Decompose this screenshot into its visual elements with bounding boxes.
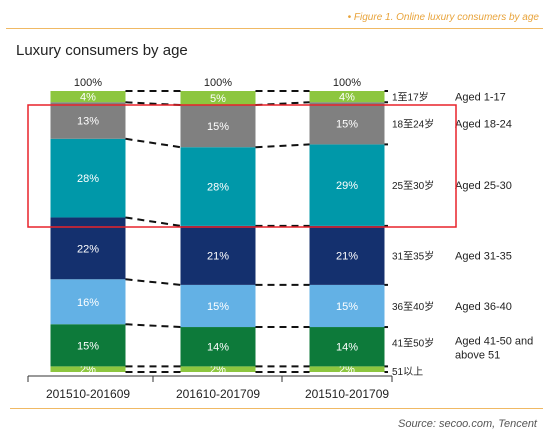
header-divider	[6, 28, 543, 29]
bar-segment	[50, 138, 126, 218]
source-note: Source: secoo.com, Tencent	[397, 418, 537, 430]
connector-line	[125, 101, 181, 107]
legend-cn-label: 18至24岁	[392, 117, 434, 130]
data-label: 15%	[77, 340, 99, 352]
data-label: 2%	[80, 364, 96, 376]
bar-segment	[50, 324, 126, 367]
bar-segment	[180, 105, 256, 148]
legend-cn-label: 31至35岁	[392, 249, 434, 262]
legend-en-label: above 51	[455, 350, 500, 362]
data-label: 14%	[336, 342, 358, 354]
x-tick-label: 201610-201709	[176, 387, 260, 401]
bar-segment	[50, 217, 126, 280]
bar-segment	[309, 102, 385, 145]
bar-segment	[180, 327, 256, 367]
legend-cn-label: 25至30岁	[392, 179, 434, 192]
legend-cn-label: 51以上	[392, 366, 423, 378]
data-label: 15%	[207, 121, 229, 133]
data-label: 2%	[210, 364, 226, 376]
legend-cn-label: 36至40岁	[392, 300, 434, 313]
data-label: 2%	[339, 364, 355, 376]
legend-en-label: Aged 36-40	[455, 301, 512, 313]
legend-cn-label: 1至17岁	[392, 91, 429, 104]
bar-segment	[180, 225, 256, 285]
total-label: 100%	[333, 77, 361, 89]
data-label: 15%	[207, 301, 229, 313]
bar-segment	[180, 147, 256, 226]
connector-line	[125, 216, 181, 227]
x-tick-label: 201510-201609	[46, 387, 130, 401]
data-label: 28%	[77, 173, 99, 185]
data-label: 21%	[207, 250, 229, 262]
bar-segment	[50, 91, 126, 103]
legend-en-label: Aged 1-17	[455, 92, 506, 104]
bar-segment	[309, 91, 385, 103]
data-label: 4%	[339, 92, 355, 104]
bar-segment	[309, 327, 385, 367]
bar-segment	[309, 284, 385, 328]
connector-line	[125, 137, 181, 149]
data-label: 28%	[207, 182, 229, 194]
bar-segment	[50, 366, 126, 372]
bar-segment	[180, 91, 256, 106]
bar-segment	[50, 279, 126, 325]
data-label: 5%	[210, 93, 226, 105]
total-label: 100%	[74, 77, 102, 89]
data-label: 21%	[336, 250, 358, 262]
total-label: 100%	[204, 77, 232, 89]
data-label: 29%	[336, 180, 358, 192]
legend-cn-label: 41至50岁	[392, 337, 434, 350]
legend-en-label: Aged 25-30	[455, 180, 512, 192]
connector-line	[125, 278, 181, 286]
highlight-box	[27, 104, 457, 228]
chart-title: Luxury consumers by age	[16, 42, 188, 59]
data-label: 13%	[77, 116, 99, 128]
legend-en-label: Aged 18-24	[455, 118, 512, 130]
bar-segment	[309, 225, 385, 285]
data-label: 22%	[77, 243, 99, 255]
data-label: 15%	[336, 301, 358, 313]
data-label: 4%	[80, 92, 96, 104]
bar-segment	[180, 366, 256, 372]
data-label: 14%	[207, 342, 229, 354]
footer-divider	[10, 408, 543, 409]
data-label: 16%	[77, 297, 99, 309]
connector-line	[255, 143, 310, 149]
bar-segment	[309, 144, 385, 226]
bar-segment	[309, 366, 385, 372]
figure-caption: • Figure 1. Online luxury consumers by a…	[347, 12, 539, 23]
legend-en-label: Aged 41-50 and	[455, 336, 533, 348]
bar-segment	[180, 284, 256, 328]
bar-segment	[50, 102, 126, 139]
data-label: 15%	[336, 118, 358, 130]
connector-line	[255, 101, 310, 107]
legend-en-label: Aged 31-35	[455, 250, 512, 262]
x-tick-label: 201510-201709	[305, 387, 389, 401]
connector-line	[125, 323, 181, 329]
